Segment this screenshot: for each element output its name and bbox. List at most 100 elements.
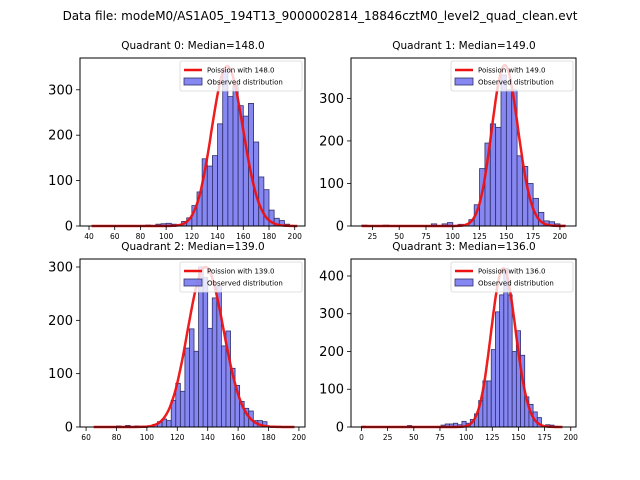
xtick-label: 175 bbox=[526, 232, 541, 241]
histogram-bar bbox=[189, 328, 195, 428]
xtick-label: 160 bbox=[236, 232, 251, 241]
xtick-label: 100 bbox=[459, 433, 474, 442]
histogram-bar bbox=[495, 126, 502, 227]
subplot-quadrant-0: Quadrant 0: Median=148.0 0 100 200 300 40 60 8… bbox=[48, 40, 306, 241]
histogram-bar bbox=[184, 347, 190, 428]
xtick-label: 200 bbox=[564, 433, 579, 442]
ytick-label: 300 bbox=[319, 92, 344, 107]
xtick-label: 120 bbox=[170, 433, 185, 442]
xtick-label: 200 bbox=[553, 232, 568, 241]
subplot-quadrant-1: Quadrant 1: Median=149.0 0 100 200 300 25 50 7… bbox=[319, 40, 577, 241]
xtick-label: 0 bbox=[359, 433, 364, 442]
ytick-label: 200 bbox=[319, 345, 344, 360]
legend-box bbox=[179, 60, 303, 92]
xtick-label: 100 bbox=[140, 433, 155, 442]
xtick-label: 100 bbox=[446, 232, 461, 241]
xtick-label: 160 bbox=[231, 433, 246, 442]
legend: Poission with 149.0 Observed distribution bbox=[450, 60, 574, 92]
histogram-bar bbox=[207, 327, 213, 428]
legend-label-poisson: Poission with 136.0 bbox=[478, 268, 546, 276]
xtick-label: 175 bbox=[537, 433, 552, 442]
histogram-bar bbox=[193, 350, 199, 428]
histogram-bar bbox=[202, 277, 209, 428]
histogram-bar bbox=[500, 74, 507, 227]
xtick-label: 140 bbox=[201, 433, 216, 442]
histogram-bar bbox=[222, 68, 229, 227]
ytick-label: 0 bbox=[336, 220, 344, 235]
axes-frame bbox=[350, 258, 577, 428]
xtick-label: 75 bbox=[421, 232, 431, 241]
xtick-label: 125 bbox=[485, 433, 500, 442]
xtick-label: 180 bbox=[261, 433, 276, 442]
legend-box bbox=[179, 261, 303, 293]
legend: Poission with 136.0 Observed distribution bbox=[450, 261, 574, 293]
ytick-label: 300 bbox=[48, 83, 73, 98]
xtick-label: 200 bbox=[288, 232, 303, 241]
ytick-label: 100 bbox=[48, 174, 73, 189]
subplot-title: Quadrant 1: Median=149.0 bbox=[392, 40, 535, 52]
xtick-label: 50 bbox=[394, 232, 404, 241]
ytick-label: 0 bbox=[336, 421, 344, 436]
ytick-label: 100 bbox=[319, 383, 344, 398]
xtick-label: 25 bbox=[368, 232, 378, 241]
subplot-quadrant-2: Quadrant 2: Median=139.0 0 100 200 300 60 80 1… bbox=[48, 241, 306, 442]
legend: Poission with 139.0 Observed distribution bbox=[179, 261, 303, 293]
legend-label-poisson: Poission with 139.0 bbox=[207, 268, 275, 276]
histogram-bar bbox=[486, 380, 492, 428]
legend-label-observed: Observed distribution bbox=[478, 79, 554, 87]
subplot-quadrant-3: Quadrant 3: Median=136.0 0 100 200 300 400 0 2… bbox=[319, 241, 578, 442]
histogram-bar bbox=[505, 89, 513, 227]
ytick-label: 400 bbox=[319, 269, 344, 284]
legend: Poission with 148.0 Observed distribution bbox=[179, 60, 303, 92]
histogram-bar bbox=[206, 165, 213, 227]
xtick-label: 75 bbox=[435, 433, 445, 442]
xtick-label: 120 bbox=[185, 232, 200, 241]
xtick-label: 140 bbox=[210, 232, 225, 241]
ytick-label: 100 bbox=[48, 367, 73, 382]
ytick-label: 100 bbox=[319, 177, 344, 192]
histogram-bar bbox=[499, 294, 505, 428]
subplot-title: Quadrant 2: Median=139.0 bbox=[121, 241, 264, 253]
histogram-bar bbox=[232, 84, 239, 227]
xtick-label: 80 bbox=[112, 433, 122, 442]
legend-label-poisson: Poission with 148.0 bbox=[207, 67, 275, 75]
ytick-label: 200 bbox=[48, 314, 73, 329]
histogram-bar bbox=[179, 390, 186, 428]
legend-bar-swatch bbox=[183, 278, 203, 287]
xtick-label: 60 bbox=[81, 433, 91, 442]
xtick-label: 25 bbox=[383, 433, 393, 442]
figure-title: Data file: modeM0/AS1A05_194T13_90000028… bbox=[63, 9, 578, 23]
legend-label-observed: Observed distribution bbox=[478, 280, 554, 288]
histogram-bar bbox=[495, 311, 501, 428]
histogram-bar bbox=[217, 123, 224, 227]
ytick-label: 0 bbox=[65, 421, 73, 436]
axes-frame bbox=[350, 57, 577, 227]
legend-bar-swatch bbox=[454, 278, 474, 287]
xtick-label: 60 bbox=[110, 232, 120, 241]
legend-label-poisson: Poission with 149.0 bbox=[478, 67, 546, 75]
xtick-label: 40 bbox=[84, 232, 94, 241]
histogram-bar bbox=[511, 351, 517, 428]
xtick-label: 150 bbox=[511, 433, 526, 442]
legend-box bbox=[450, 261, 574, 293]
histogram-bar bbox=[490, 349, 496, 428]
ytick-label: 200 bbox=[319, 134, 344, 149]
subplot-title: Quadrant 3: Median=136.0 bbox=[392, 241, 535, 253]
axes-frame bbox=[79, 258, 306, 428]
subplot-title: Quadrant 0: Median=148.0 bbox=[121, 40, 264, 52]
histogram-bar bbox=[507, 294, 513, 428]
histogram-bar bbox=[166, 420, 172, 428]
xtick-label: 50 bbox=[409, 433, 419, 442]
xtick-label: 150 bbox=[499, 232, 514, 241]
xtick-label: 125 bbox=[472, 232, 487, 241]
histogram-bar bbox=[220, 345, 227, 428]
ytick-label: 200 bbox=[48, 129, 73, 144]
legend-bar-swatch bbox=[183, 77, 203, 86]
legend-label-observed: Observed distribution bbox=[207, 79, 283, 87]
ytick-label: 0 bbox=[65, 220, 73, 235]
histogram-bar bbox=[212, 155, 218, 227]
legend-label-observed: Observed distribution bbox=[207, 280, 283, 288]
histogram-bar bbox=[516, 155, 523, 227]
axes-frame bbox=[79, 57, 306, 227]
